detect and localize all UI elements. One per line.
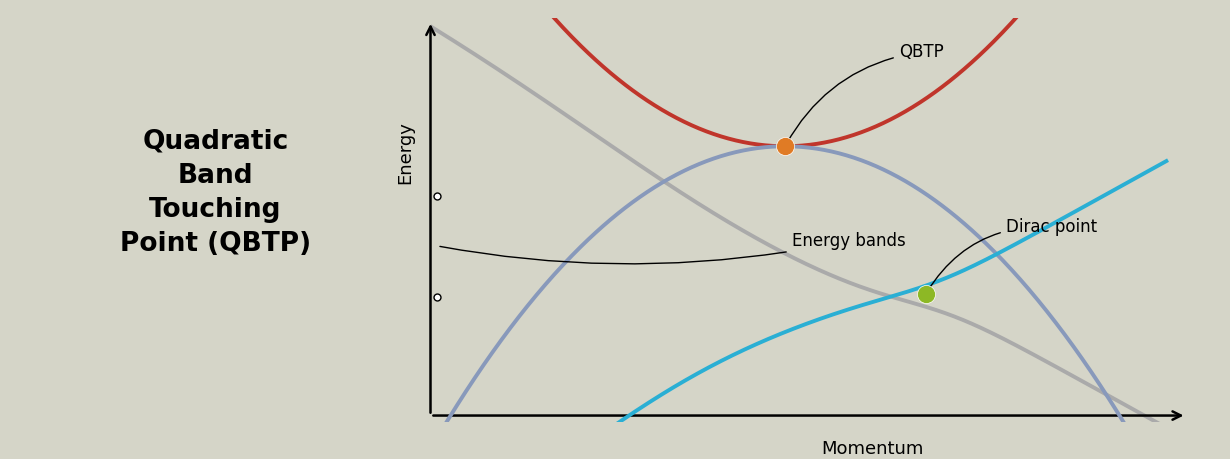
Text: Quadratic
Band
Touching
Point (QBTP): Quadratic Band Touching Point (QBTP) — [119, 129, 311, 257]
Text: Momentum: Momentum — [820, 440, 924, 458]
Text: Energy bands: Energy bands — [440, 231, 905, 264]
Text: Energy: Energy — [396, 122, 415, 185]
Text: Dirac point: Dirac point — [927, 218, 1097, 292]
Text: QBTP: QBTP — [786, 43, 943, 144]
